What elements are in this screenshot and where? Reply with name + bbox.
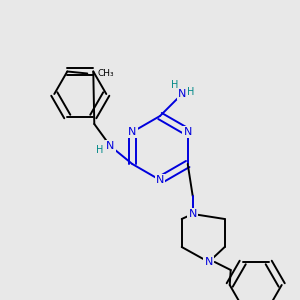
- Text: N: N: [184, 127, 192, 137]
- Text: H: H: [96, 145, 103, 155]
- Text: N: N: [188, 209, 197, 219]
- Text: H: H: [171, 80, 179, 90]
- Text: N: N: [205, 257, 213, 267]
- Text: N: N: [106, 141, 115, 151]
- Text: N: N: [188, 209, 197, 219]
- Text: N: N: [128, 127, 136, 137]
- Text: N: N: [156, 175, 164, 185]
- Text: CH₃: CH₃: [97, 69, 114, 78]
- Text: N: N: [178, 89, 186, 99]
- Text: H: H: [187, 87, 195, 97]
